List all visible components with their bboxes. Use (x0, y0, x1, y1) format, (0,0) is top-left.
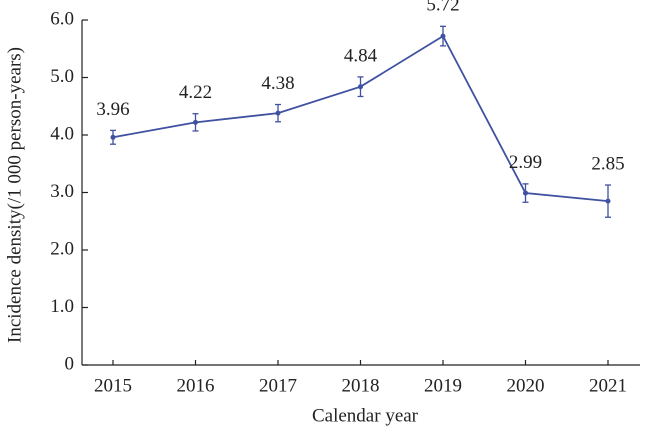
x-tick-label: 2015 (94, 375, 132, 396)
y-tick-label: 1.0 (50, 296, 74, 317)
point (605, 198, 611, 204)
x-tick-label: 2016 (177, 375, 215, 396)
point (193, 119, 198, 125)
data-label: 4.38 (261, 73, 294, 94)
y-tick-label: 6.0 (50, 8, 74, 29)
x-axis-title: Calendar year (312, 405, 419, 426)
data-label: 2.99 (509, 152, 542, 173)
y-tick-label: 3.0 (50, 181, 74, 202)
point (275, 110, 281, 116)
y-tick-label: 4.0 (50, 123, 74, 144)
y-tick-label: 2.0 (50, 238, 74, 259)
x-tick-label: 2021 (589, 375, 627, 396)
x-tick-label: 2020 (507, 375, 545, 396)
x-tick-label: 2018 (342, 375, 380, 396)
x-tick-label: 2017 (259, 375, 297, 396)
point (358, 84, 363, 90)
data-label: 3.96 (96, 99, 129, 120)
y-axis-title: Incidence density(/1 000 person-years) (4, 47, 25, 343)
x-tick-label: 2019 (424, 375, 462, 396)
point (110, 134, 116, 140)
data-label: 4.84 (344, 45, 378, 66)
point (523, 190, 528, 196)
y-tick-label: 5.0 (50, 66, 74, 87)
point (440, 33, 446, 39)
y-tick-label: 0 (65, 353, 75, 374)
data-label: 2.85 (591, 153, 624, 174)
data-label: 4.22 (179, 82, 212, 103)
data-label: 5.72 (426, 0, 459, 16)
